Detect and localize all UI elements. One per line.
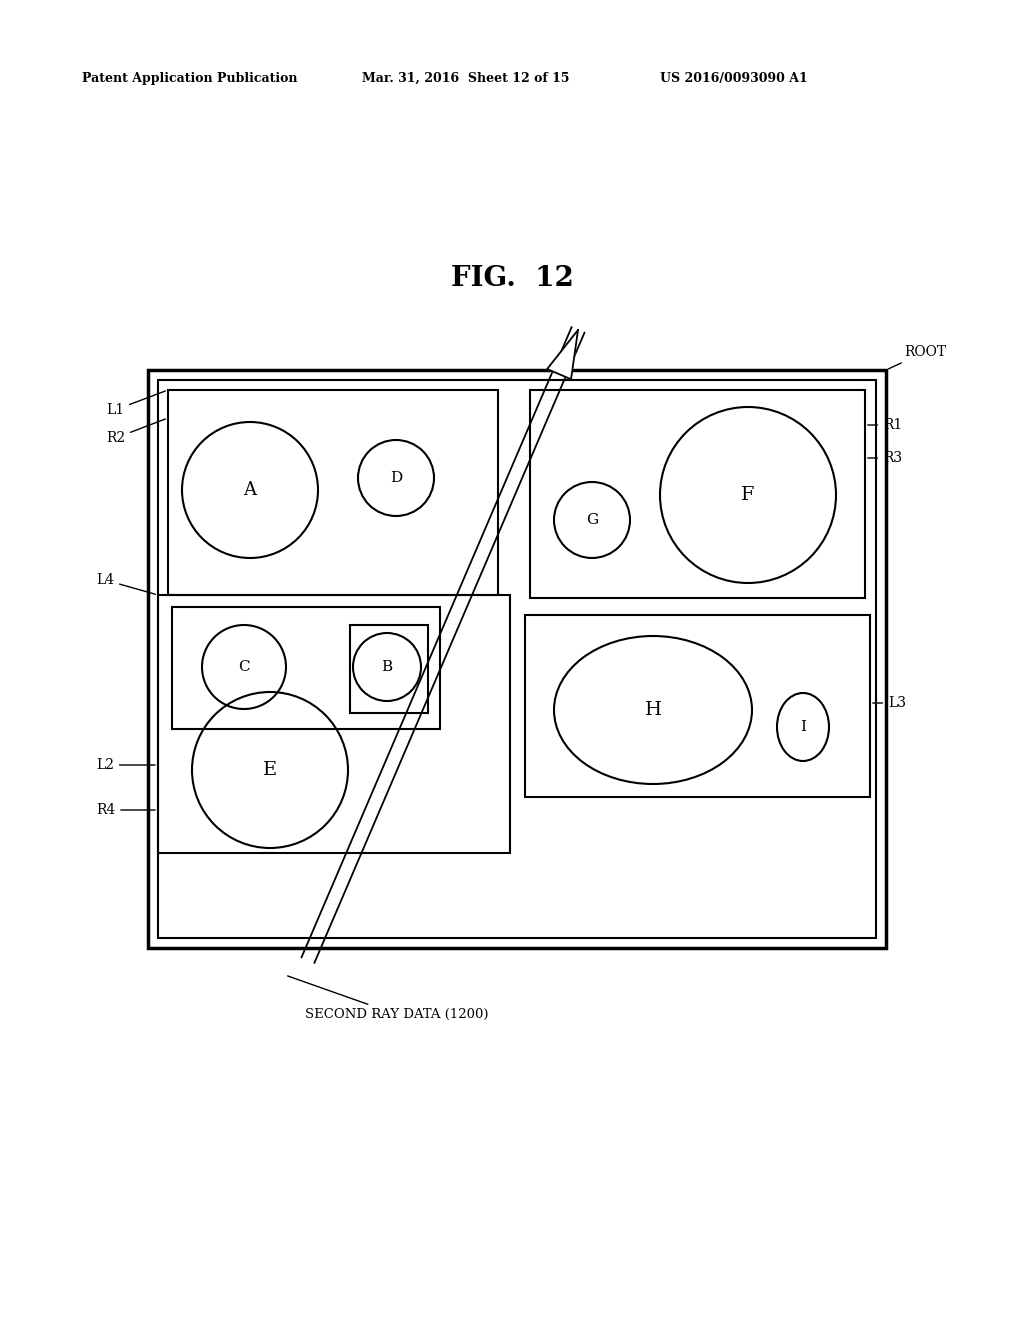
Text: SECOND RAY DATA (1200): SECOND RAY DATA (1200)	[288, 975, 488, 1020]
Text: L3: L3	[872, 696, 906, 710]
Bar	[530, 389, 865, 598]
Text: B: B	[381, 660, 392, 675]
Text: L1: L1	[106, 391, 166, 417]
Text: Patent Application Publication: Patent Application Publication	[82, 73, 298, 84]
Text: G: G	[586, 513, 598, 527]
Text: R3: R3	[867, 451, 902, 465]
Bar	[158, 595, 510, 853]
Text: H: H	[644, 701, 662, 719]
Bar	[525, 615, 870, 797]
Text: L2: L2	[96, 758, 156, 772]
Bar	[148, 370, 886, 948]
Bar	[172, 607, 440, 729]
Text: F: F	[741, 486, 755, 504]
Text: US 2016/0093090 A1: US 2016/0093090 A1	[660, 73, 808, 84]
Text: E: E	[263, 762, 278, 779]
Text: FIG.  12: FIG. 12	[451, 265, 573, 292]
Text: R1: R1	[867, 418, 902, 432]
Bar	[168, 389, 498, 595]
Polygon shape	[547, 330, 578, 379]
Text: C: C	[239, 660, 250, 675]
Text: I: I	[800, 719, 806, 734]
Text: L4: L4	[96, 573, 156, 594]
Text: D: D	[390, 471, 402, 484]
Text: A: A	[244, 480, 256, 499]
Text: R4: R4	[96, 803, 156, 817]
Text: R2: R2	[106, 418, 166, 445]
Bar	[158, 380, 876, 939]
Text: Mar. 31, 2016  Sheet 12 of 15: Mar. 31, 2016 Sheet 12 of 15	[362, 73, 569, 84]
Text: ROOT: ROOT	[889, 345, 946, 368]
Bar	[350, 624, 428, 713]
